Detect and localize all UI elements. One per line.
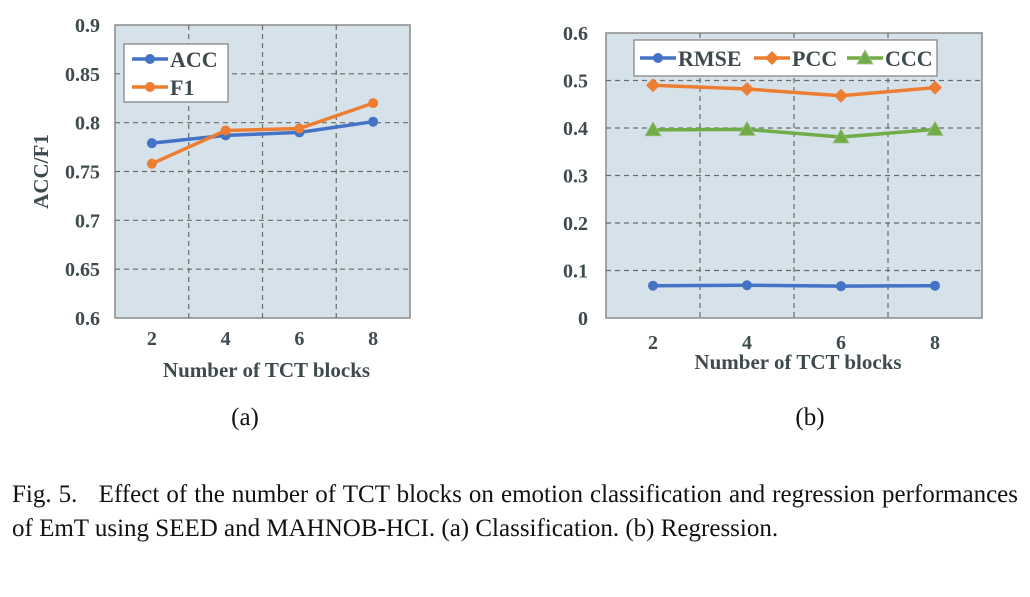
legend: RMSE PCC CCC (633, 39, 938, 77)
y-tick-label: 0.65 (65, 259, 100, 281)
y-tick-label: 0.3 (563, 166, 588, 188)
data-point-rmse (930, 280, 940, 291)
chart-a: 0.6 0.65 0.7 0.75 0.8 0.85 0.9 2 4 6 8 Number of TC… (29, 15, 411, 431)
legend-marker (653, 53, 663, 63)
legend-item-f1: F1 (132, 75, 194, 100)
y-tick-label: 0.75 (65, 162, 100, 184)
y-tick-label: 0.85 (65, 64, 100, 86)
x-tick-label: 8 (930, 332, 940, 354)
x-axis-title: Number of TCT blocks (694, 350, 901, 374)
series-rmse (648, 280, 940, 292)
y-axis-title: ACC/F1 (29, 134, 53, 209)
legend-item-acc: ACC (132, 47, 218, 72)
data-point-ccc (832, 128, 850, 144)
legend-marker (145, 82, 155, 92)
series-line-pcc (652, 83, 936, 98)
series-line-rmse (652, 283, 936, 288)
data-point-pcc (834, 88, 848, 103)
data-point-pcc (928, 80, 942, 95)
series-ccc (644, 120, 944, 144)
legend-item-rmse: RMSE (640, 46, 742, 71)
legend-label: ACC (170, 47, 218, 72)
legend-marker (765, 51, 779, 65)
series-line-f1 (151, 101, 374, 166)
data-point-rmse (742, 280, 752, 291)
panel-label: (a) (231, 404, 259, 431)
legend-marker (856, 49, 874, 65)
legend-label: RMSE (678, 46, 742, 71)
legend-label: F1 (170, 75, 194, 100)
data-point-f1 (146, 158, 157, 169)
data-point-acc (146, 138, 157, 149)
legend-marker (145, 54, 155, 64)
data-point-ccc (738, 120, 756, 136)
y-tick-label: 0.2 (563, 213, 588, 235)
legend: ACC F1 (123, 43, 229, 103)
legend-item-pcc: PCC (754, 46, 837, 71)
data-point-f1 (368, 98, 379, 109)
legend-item-ccc: CCC (847, 46, 933, 71)
series-line-acc (151, 119, 374, 145)
legend-label: CCC (885, 46, 933, 71)
y-tick-label: 0 (578, 308, 588, 330)
figure-caption: Fig. 5. Effect of the number of TCT bloc… (12, 478, 1018, 546)
x-tick-label: 2 (648, 332, 658, 354)
y-tick-label: 0.4 (563, 118, 588, 140)
series-f1 (146, 98, 379, 169)
caption-label: Fig. 5. (12, 481, 78, 508)
data-point-rmse (648, 280, 658, 291)
x-tick-label: 6 (836, 332, 846, 354)
data-point-pcc (646, 78, 660, 93)
y-tick-label: 0.6 (563, 23, 588, 45)
series-line-ccc (652, 127, 936, 139)
x-tick-label: 4 (221, 328, 231, 350)
y-tick-label: 0.6 (75, 308, 100, 330)
y-tick-label: 0.5 (563, 71, 588, 93)
chart-b: 0 0.1 0.2 0.3 0.4 0.5 0.6 2 4 6 8 Number of TCT blo… (563, 23, 983, 431)
data-point-ccc (926, 120, 944, 136)
y-tick-label: 0.7 (75, 210, 100, 232)
data-point-rmse (836, 281, 846, 292)
y-tick-label: 0.1 (563, 261, 588, 283)
series-pcc (646, 78, 942, 103)
data-point-f1 (220, 125, 231, 136)
data-point-ccc (644, 121, 662, 137)
panel-label: (b) (795, 404, 824, 431)
x-tick-label: 6 (294, 328, 304, 350)
x-axis-title: Number of TCT blocks (163, 358, 370, 382)
y-tick-label: 0.9 (75, 15, 100, 37)
y-tick-label: 0.8 (75, 113, 100, 135)
data-point-f1 (294, 123, 305, 134)
caption-text: Effect of the number of TCT blocks on em… (12, 481, 1019, 542)
data-point-acc (368, 116, 379, 127)
x-tick-label: 2 (147, 328, 157, 350)
data-point-pcc (740, 82, 754, 97)
legend-label: PCC (792, 46, 837, 71)
x-tick-label: 4 (742, 332, 752, 354)
legend-box (123, 43, 229, 103)
x-tick-label: 8 (368, 328, 378, 350)
